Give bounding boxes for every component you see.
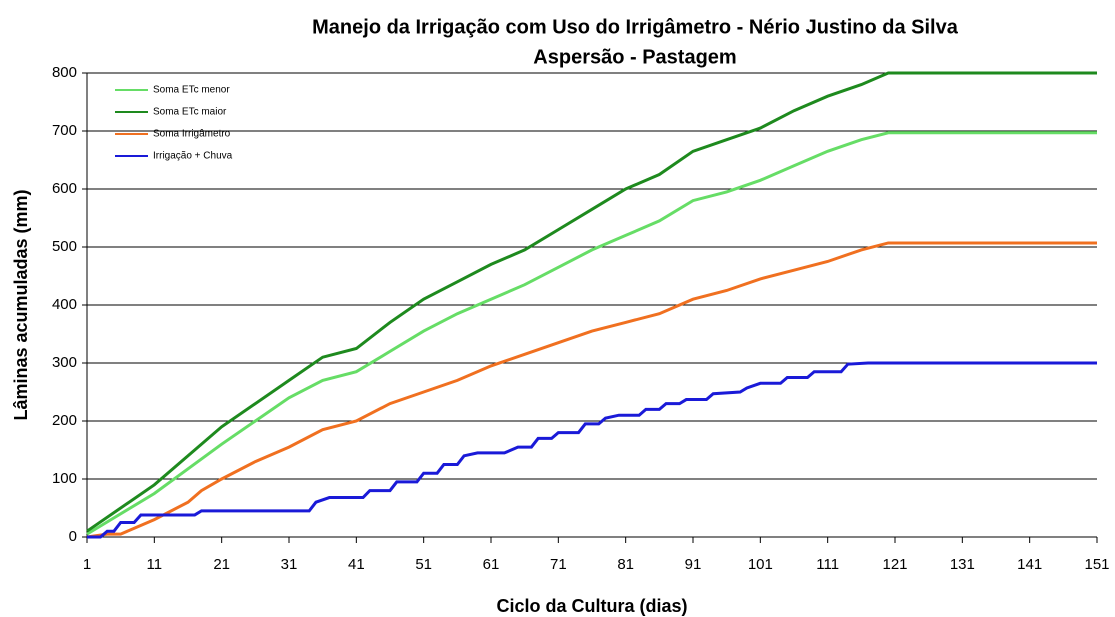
legend-label: Irrigação + Chuva bbox=[153, 151, 233, 162]
x-tick-label: 111 bbox=[816, 556, 839, 573]
y-tick-label: 300 bbox=[52, 354, 77, 371]
x-tick-label: 31 bbox=[281, 556, 298, 573]
y-tick-label: 500 bbox=[52, 238, 77, 255]
x-tick-label: 81 bbox=[617, 556, 634, 573]
x-tick-label: 61 bbox=[483, 556, 500, 573]
y-axis-label: Lâminas acumuladas (mm) bbox=[11, 189, 31, 420]
x-tick-label: 121 bbox=[882, 556, 907, 573]
x-axis-label: Ciclo da Cultura (dias) bbox=[496, 596, 687, 616]
legend-label: Soma ETc menor bbox=[153, 85, 230, 96]
x-tick-label: 131 bbox=[950, 556, 975, 573]
chart-subtitle: Aspersão - Pastagem bbox=[533, 46, 736, 68]
x-tick-label: 1 bbox=[83, 556, 91, 573]
chart-title: Manejo da Irrigação com Uso do Irrigâmet… bbox=[312, 16, 959, 38]
x-tick-label: 21 bbox=[213, 556, 230, 573]
y-tick-label: 100 bbox=[52, 470, 77, 487]
x-tick-label: 41 bbox=[348, 556, 365, 573]
y-tick-label: 200 bbox=[52, 412, 77, 429]
series-line bbox=[86, 71, 1097, 533]
series-line bbox=[87, 361, 1097, 539]
series-line bbox=[86, 241, 1097, 539]
y-tick-label: 600 bbox=[52, 180, 77, 197]
y-tick-label: 400 bbox=[52, 296, 77, 313]
x-tick-label: 71 bbox=[550, 556, 567, 573]
legend-label: Soma Irrigâmetro bbox=[153, 129, 231, 140]
y-tick-label: 800 bbox=[52, 64, 77, 81]
x-tick-label: 51 bbox=[415, 556, 432, 573]
series-line bbox=[86, 131, 1097, 536]
x-tick-label: 11 bbox=[147, 556, 163, 573]
x-tick-label: 141 bbox=[1017, 556, 1042, 573]
x-tick-label: 101 bbox=[748, 556, 773, 573]
y-tick-label: 700 bbox=[52, 122, 77, 139]
x-tick-label: 151 bbox=[1084, 556, 1109, 573]
legend-label: Soma ETc maior bbox=[153, 107, 227, 118]
x-tick-label: 91 bbox=[685, 556, 702, 573]
y-tick-label: 0 bbox=[69, 528, 77, 545]
